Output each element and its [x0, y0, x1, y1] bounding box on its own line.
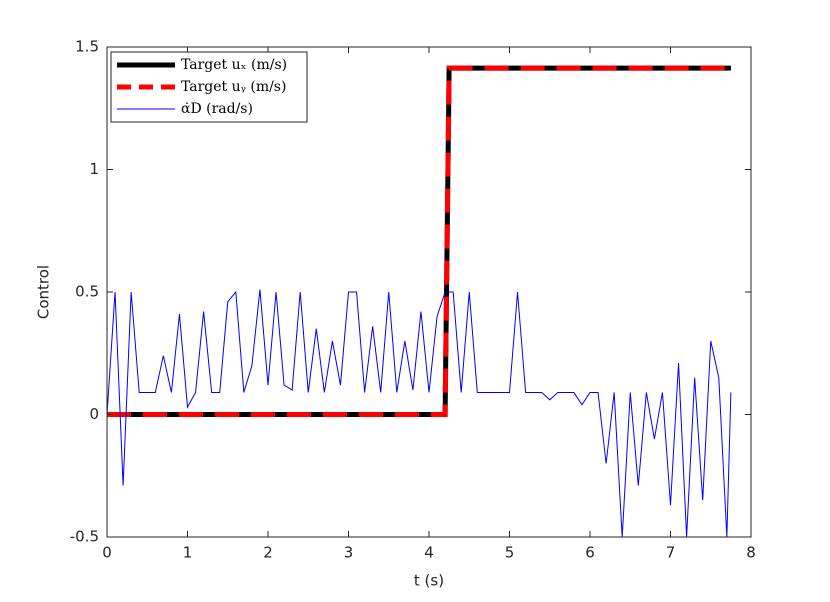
x-tick-label: 5: [505, 544, 515, 562]
y-tick-label: -0.5: [70, 528, 99, 546]
series-line: [107, 65, 731, 417]
y-tick-label: 1: [89, 160, 99, 178]
plot-area: [107, 65, 732, 538]
series-line: [107, 289, 732, 538]
legend-label: α̇D (rad/s): [181, 101, 253, 117]
y-tick-label: 0: [89, 405, 99, 423]
y-tick-label: 1.5: [75, 38, 99, 56]
x-axis-label: t (s): [414, 572, 444, 590]
legend-label: Target uᵧ (m/s): [181, 79, 286, 95]
x-tick-label: 8: [746, 544, 756, 562]
y-axis-label: Control: [35, 265, 53, 319]
x-tick-label: 1: [183, 544, 193, 562]
legend: Target uₓ (m/s) Target uᵧ (m/s) α̇D (rad/s…: [110, 51, 308, 123]
x-tick-label: 4: [424, 544, 434, 562]
x-tick-label: 7: [666, 544, 676, 562]
x-tick-label: 6: [585, 544, 595, 562]
legend-label: Target uₓ (m/s): [181, 57, 287, 73]
x-tick-label: 3: [344, 544, 354, 562]
x-tick-label: 0: [102, 544, 112, 562]
y-tick-label: 0.5: [75, 283, 99, 301]
x-tick-label: 2: [263, 544, 273, 562]
